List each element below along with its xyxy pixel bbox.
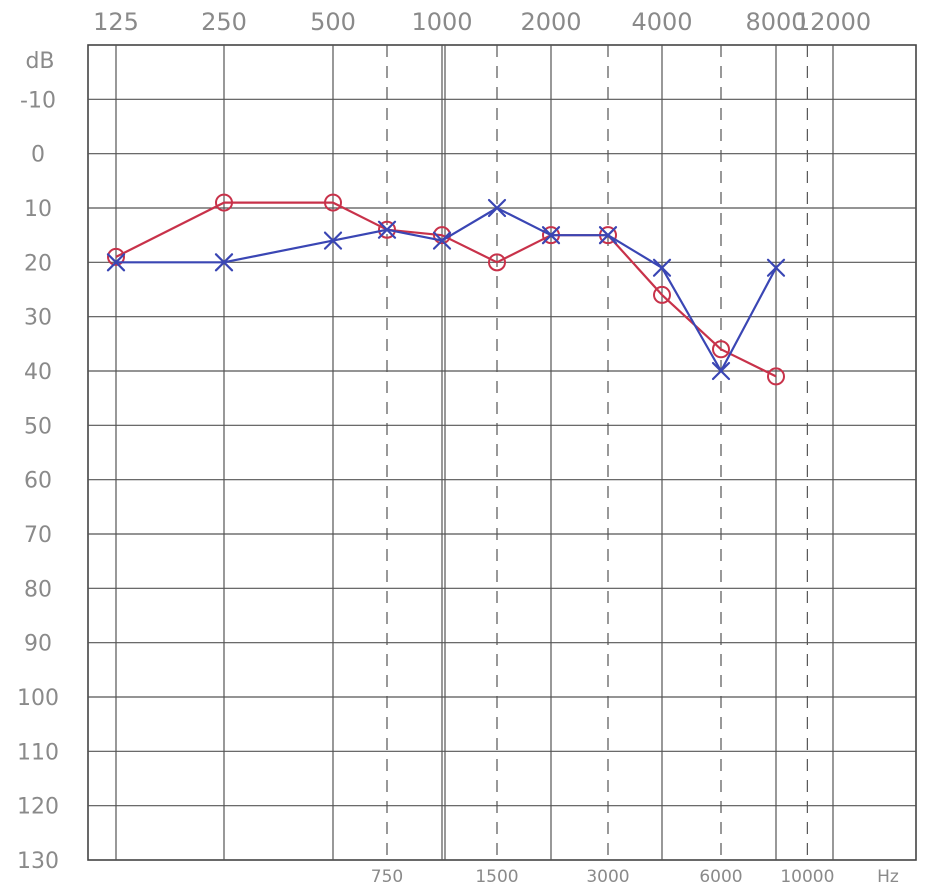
x-axis-unit-label: Hz: [877, 867, 899, 887]
y-tick-label: 120: [17, 795, 59, 820]
data-point-cross: [487, 198, 507, 218]
x-tick-label-bottom: 3000: [586, 867, 629, 887]
y-tick-label: 100: [17, 686, 59, 711]
x-tick-label-top: 250: [201, 8, 247, 36]
series: [106, 193, 786, 386]
y-tick-label: 90: [24, 632, 52, 657]
y-axis-unit-label: dB: [25, 49, 54, 74]
plot-frame: [87, 44, 917, 861]
data-point-circle: [378, 220, 396, 239]
grid: [87, 44, 917, 861]
data-point-cross: [377, 220, 397, 239]
data-point-circle: [324, 193, 342, 212]
data-point-circle: [488, 253, 506, 272]
data-point-cross: [323, 231, 343, 250]
x-tick-label-bottom: 10000: [780, 867, 834, 887]
data-point-cross: [766, 258, 786, 277]
y-tick-label: 0: [31, 143, 45, 168]
data-point-cross: [711, 361, 731, 381]
data-point-cross: [214, 253, 234, 272]
data-point-cross: [106, 253, 126, 272]
x-tick-label-top: 1000: [411, 8, 472, 36]
y-tick-label: 30: [24, 306, 52, 331]
y-tick-label: 50: [24, 414, 52, 439]
y-tick-label: 80: [24, 577, 52, 602]
x-tick-label-top: 12000: [795, 8, 871, 36]
series-line-cross: [116, 206, 777, 373]
data-point-cross: [598, 226, 618, 245]
y-tick-label: 20: [24, 251, 52, 276]
x-tick-label-bottom: 1500: [475, 867, 518, 887]
y-tick-label: 10: [24, 197, 52, 222]
x-tick-label-top: 500: [310, 8, 356, 36]
y-tick-label: 130: [17, 849, 59, 874]
y-tick-label: 40: [24, 360, 52, 385]
data-point-cross: [541, 226, 561, 245]
data-point-circle: [767, 367, 785, 386]
x-tick-label-top: 125: [93, 8, 139, 36]
data-point-cross: [432, 231, 452, 250]
data-point-circle: [107, 247, 125, 266]
data-point-circle: [712, 340, 730, 359]
x-tick-label-top: 8000: [745, 8, 806, 36]
y-tick-label: 60: [24, 469, 52, 494]
x-tick-label-top: 4000: [631, 8, 692, 36]
data-point-cross: [652, 258, 672, 277]
x-tick-label-bottom: 750: [371, 867, 403, 887]
series-line-circle: [115, 201, 777, 378]
data-point-circle: [653, 285, 671, 304]
x-tick-label-bottom: 6000: [699, 867, 742, 887]
y-tick-label: 70: [24, 523, 52, 548]
x-tick-label-top: 2000: [520, 8, 581, 36]
y-tick-label: 110: [17, 740, 59, 765]
y-tick-label: -10: [20, 88, 56, 113]
data-point-circle: [215, 193, 233, 212]
axes: dB Hz -10 0 10 20 30 40 50 60 70 80 90 100 110 120 130…: [17, 8, 899, 887]
